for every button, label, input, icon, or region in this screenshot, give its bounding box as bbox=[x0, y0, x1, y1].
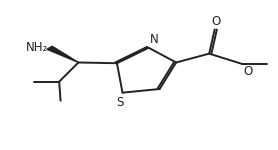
Text: NH₂: NH₂ bbox=[26, 41, 48, 54]
Text: S: S bbox=[116, 96, 123, 109]
Text: O: O bbox=[244, 65, 253, 78]
Text: O: O bbox=[212, 15, 221, 28]
Polygon shape bbox=[47, 46, 78, 63]
Text: N: N bbox=[150, 33, 159, 46]
